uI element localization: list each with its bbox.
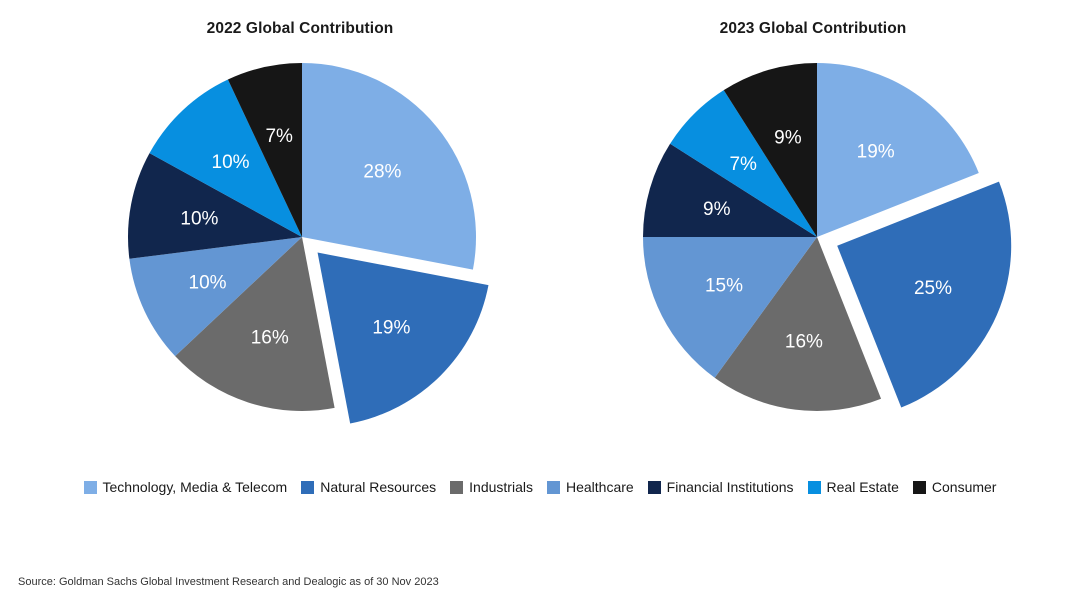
pie-slice-real-estate <box>149 79 302 237</box>
slice-label-industrials: 16% <box>785 332 823 353</box>
legend-swatch <box>912 480 926 494</box>
slice-label-technology-media-telecom: 19% <box>857 142 895 163</box>
pie-slice-financial-institutions <box>128 153 302 259</box>
pie-slice-technology-media-telecom <box>302 63 476 270</box>
legend-item-natural-resources: Natural Resources <box>301 479 436 495</box>
pie-slice-industrials <box>175 237 335 411</box>
legend-swatch <box>807 480 821 494</box>
pie-slice-healthcare <box>643 237 817 378</box>
slice-label-real-estate: 10% <box>212 152 250 173</box>
slice-label-consumer: 7% <box>265 126 293 147</box>
slice-label-healthcare: 10% <box>189 272 227 293</box>
legend-label: Real Estate <box>826 479 899 495</box>
legend-swatch <box>546 480 560 494</box>
pie-slice-consumer <box>227 63 302 237</box>
legend-swatch <box>450 480 464 494</box>
slice-label-consumer: 9% <box>774 128 802 149</box>
legend-label: Healthcare <box>565 479 634 495</box>
legend-item-healthcare: Healthcare <box>546 479 634 495</box>
pie-slice-financial-institutions <box>643 143 817 237</box>
pie-charts: 28% 19% 16% 10% 10% 10% 7% 19% 25% 16% 15% 9% 7% 9% <box>128 63 1012 424</box>
chart-title-2023: 2023 Global Contribution <box>719 20 907 37</box>
legend-item-industrials: Industrials <box>450 479 533 495</box>
legend-label: Natural Resources <box>320 479 437 495</box>
legend-item-consumer: Consumer <box>912 479 997 495</box>
legend-label: Technology, Media & Telecom <box>102 479 288 495</box>
pie-slice-industrials <box>714 237 882 411</box>
legend-item-real-estate: Real Estate <box>807 479 899 495</box>
legend: Technology, Media & Telecom Natural Resou… <box>0 479 1080 495</box>
legend-item-technology-media-telecom: Technology, Media & Telecom <box>83 479 288 495</box>
legend-swatch <box>647 480 661 494</box>
slice-label-real-estate: 7% <box>729 154 757 175</box>
source-note: Source: Goldman Sachs Global Investment … <box>18 576 439 588</box>
pie-slice-real-estate <box>670 90 817 237</box>
pie-slice-natural-resources <box>317 252 489 424</box>
legend-swatch <box>301 480 315 494</box>
legend-item-financial-institutions: Financial Institutions <box>647 479 794 495</box>
pie-slice-healthcare <box>129 237 302 357</box>
legend-label: Industrials <box>469 479 533 495</box>
legend-label: Financial Institutions <box>666 479 794 495</box>
pie-slice-consumer <box>723 63 817 237</box>
pie-2022: 28% 19% 16% 10% 10% 10% 7% <box>128 63 489 424</box>
slice-label-financial-institutions: 9% <box>703 199 731 220</box>
slice-label-technology-media-telecom: 28% <box>363 161 401 182</box>
pie-2023: 19% 25% 16% 15% 9% 7% 9% <box>643 63 1012 411</box>
slice-label-financial-institutions: 10% <box>180 208 218 229</box>
slice-label-healthcare: 15% <box>705 275 743 296</box>
legend-label: Consumer <box>931 479 997 495</box>
pie-slice-technology-media-telecom <box>817 63 979 237</box>
slice-label-natural-resources: 25% <box>914 278 952 299</box>
slice-label-natural-resources: 19% <box>372 317 410 338</box>
legend-swatch <box>83 480 97 494</box>
pie-slice-natural-resources <box>837 181 1012 408</box>
slice-label-industrials: 16% <box>251 327 289 348</box>
chart-title-2022: 2022 Global Contribution <box>206 20 394 37</box>
